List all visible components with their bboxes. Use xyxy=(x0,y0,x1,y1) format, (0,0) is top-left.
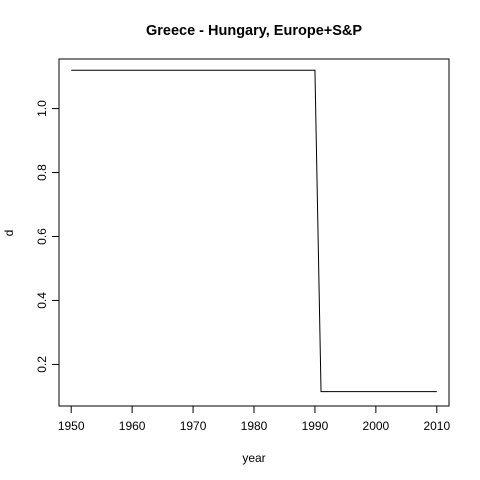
y-tick-label: 0.8 xyxy=(35,164,49,181)
y-axis-label: d xyxy=(2,230,16,237)
y-tick-label: 0.6 xyxy=(35,228,49,245)
y-tick-label: 0.4 xyxy=(35,292,49,309)
x-tick-label: 1960 xyxy=(119,419,146,433)
x-axis: 1950 1960 1970 1980 1990 2000 2010 xyxy=(58,405,450,433)
chart-title: Greece - Hungary, Europe+S&P xyxy=(146,23,362,39)
y-tick-label: 1.0 xyxy=(35,100,49,117)
plot-frame xyxy=(58,58,450,407)
x-axis-label: year xyxy=(242,451,265,465)
x-tick-label: 1980 xyxy=(241,419,268,433)
x-tick-label: 1950 xyxy=(58,419,85,433)
y-axis: 0.2 0.4 0.6 0.8 1.0 xyxy=(35,100,60,373)
y-tick-label: 0.2 xyxy=(35,356,49,373)
x-tick-label: 1970 xyxy=(180,419,207,433)
x-tick-label: 1990 xyxy=(302,419,329,433)
series-line-0 xyxy=(71,69,437,393)
x-tick-label: 2010 xyxy=(423,419,450,433)
series-layer xyxy=(71,69,437,393)
x-tick-label: 2000 xyxy=(363,419,390,433)
